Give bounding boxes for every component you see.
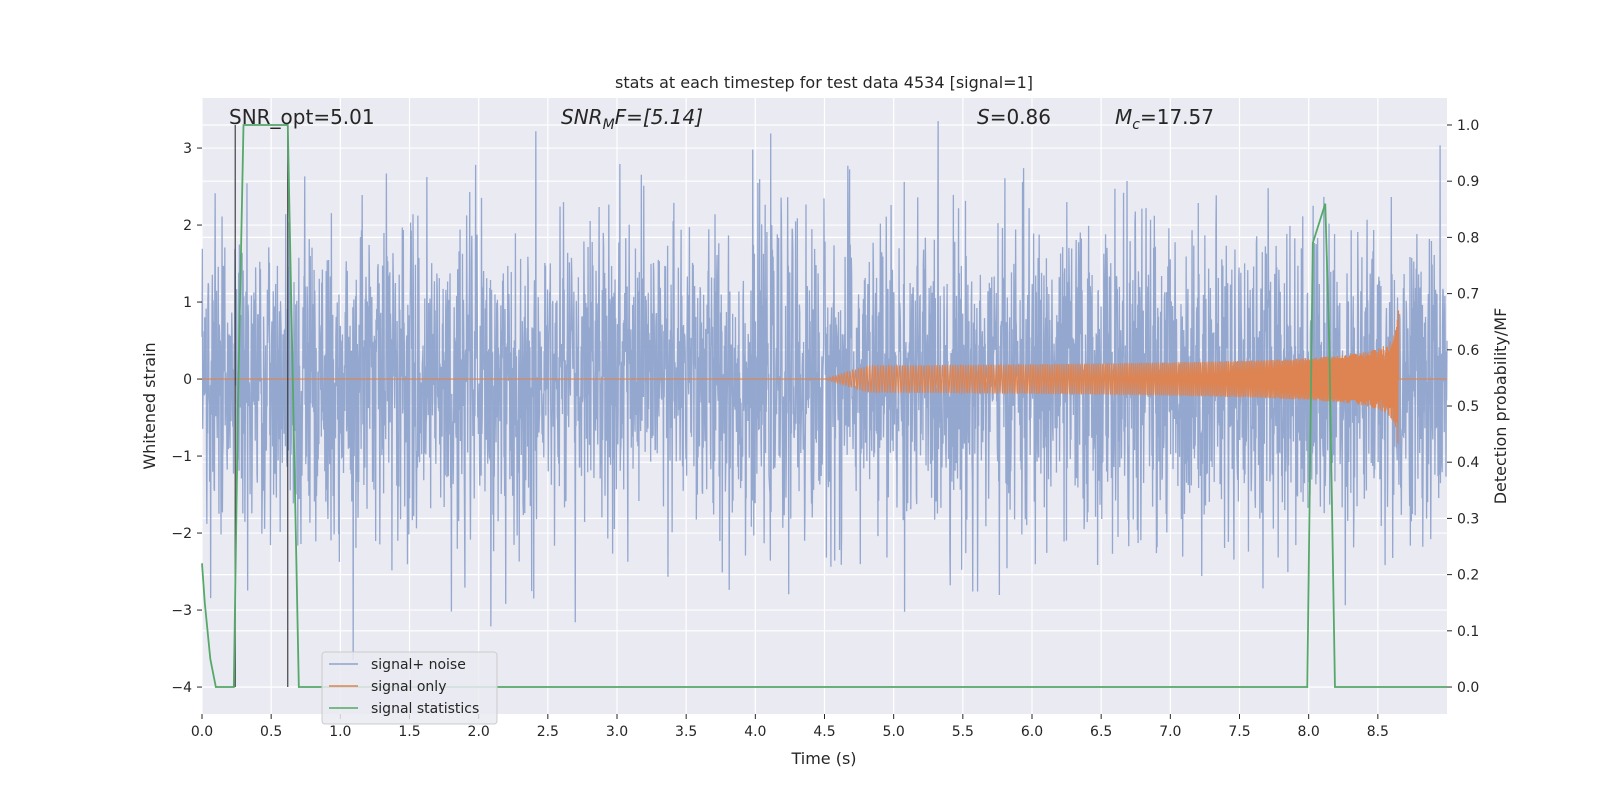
- legend: signal+ noise signal only signal statist…: [321, 651, 498, 725]
- y-left-tick-label-1: −3: [171, 603, 192, 619]
- x-tick-label-4: 2.0: [468, 724, 490, 740]
- mc-var: M: [1115, 105, 1132, 129]
- y-right-tick-label-1: 0.1: [1457, 624, 1479, 640]
- y-left-tick-label-0: −4: [171, 680, 192, 696]
- x-tick-label-6: 3.0: [606, 724, 628, 740]
- y-axis-right-label: Detection probability/MF: [1491, 308, 1510, 505]
- x-tick-label-3: 1.5: [398, 724, 420, 740]
- snr-mf-prefix: SNR: [561, 105, 603, 129]
- y-axis-right-ticks: 0.0 0.1 0.2 0.3 0.4 0.5 0.6 0.7 0.8 0.9 1.0: [1447, 118, 1479, 696]
- x-tick-label-15: 7.5: [1228, 724, 1250, 740]
- y-right-tick-label-5: 0.5: [1457, 399, 1479, 415]
- y-right-tick-label-10: 1.0: [1457, 118, 1479, 134]
- y-left-tick-label-6: 2: [183, 218, 192, 234]
- annotation-snr-opt: SNR_opt=5.01: [229, 105, 375, 129]
- mc-sub: c: [1132, 117, 1140, 133]
- y-right-tick-label-9: 0.9: [1457, 174, 1479, 190]
- x-tick-label-17: 8.5: [1367, 724, 1389, 740]
- x-tick-label-11: 5.5: [952, 724, 974, 740]
- x-tick-label-1: 0.5: [260, 724, 282, 740]
- y-left-tick-label-4: 0: [183, 372, 192, 388]
- annotation-snr-mf: SNRMF=[5.14]: [561, 105, 703, 133]
- y-left-tick-label-3: −1: [171, 449, 192, 465]
- y-right-tick-label-3: 0.3: [1457, 511, 1479, 527]
- statistics-line: [201, 124, 1447, 688]
- snr-mf-sub: M: [603, 117, 615, 133]
- x-axis-ticks: 0.0 0.5 1.0 1.5 2.0 2.5 3.0 3.5 4.0 4.5 5.0 5.5 6.0 6…: [191, 714, 1389, 740]
- legend-label-statistics: signal statistics: [371, 701, 479, 717]
- x-tick-label-9: 4.5: [813, 724, 835, 740]
- s-var: S: [977, 105, 990, 129]
- x-axis-label: Time (s): [790, 749, 856, 768]
- x-tick-label-8: 4.0: [744, 724, 766, 740]
- annotation-s: S=0.86: [977, 105, 1051, 129]
- gridlines: [201, 98, 1447, 714]
- series-signal-statistics: [201, 124, 1447, 688]
- x-tick-label-10: 5.0: [883, 724, 905, 740]
- y-right-tick-label-7: 0.7: [1457, 287, 1479, 303]
- x-tick-label-0: 0.0: [191, 724, 213, 740]
- y-left-tick-label-2: −2: [171, 526, 192, 542]
- y-axis-left-ticks: −4 −3 −2 −1 0 1 2 3: [171, 141, 202, 696]
- legend-box: [321, 651, 498, 725]
- legend-label-signal: signal only: [371, 679, 446, 695]
- x-tick-label-16: 8.0: [1298, 724, 1320, 740]
- y-right-tick-label-8: 0.8: [1457, 230, 1479, 246]
- y-right-tick-label-2: 0.2: [1457, 568, 1479, 584]
- x-tick-label-12: 6.0: [1021, 724, 1043, 740]
- series-signal-only: [202, 310, 1447, 444]
- x-tick-label-7: 3.5: [675, 724, 697, 740]
- annotation-mc: Mc=17.57: [1115, 105, 1214, 133]
- chirp-line: [202, 310, 1447, 444]
- x-tick-label-2: 1.0: [329, 724, 351, 740]
- snr-mf-suffix: F=[5.14]: [615, 105, 703, 129]
- x-tick-label-13: 6.5: [1090, 724, 1112, 740]
- y-left-tick-label-5: 1: [183, 295, 192, 311]
- y-right-tick-label-4: 0.4: [1457, 455, 1479, 471]
- y-right-tick-label-6: 0.6: [1457, 343, 1479, 359]
- legend-label-noise: signal+ noise: [371, 657, 466, 673]
- y-axis-left-label: Whitened strain: [140, 342, 159, 469]
- s-val: =0.86: [990, 105, 1051, 129]
- y-left-tick-label-7: 3: [183, 141, 192, 157]
- y-right-tick-label-0: 0.0: [1457, 680, 1479, 696]
- x-tick-label-14: 7.0: [1159, 724, 1181, 740]
- mc-val: =17.57: [1140, 105, 1214, 129]
- x-tick-label-5: 2.5: [537, 724, 559, 740]
- chart-title: stats at each timestep for test data 453…: [615, 73, 1033, 92]
